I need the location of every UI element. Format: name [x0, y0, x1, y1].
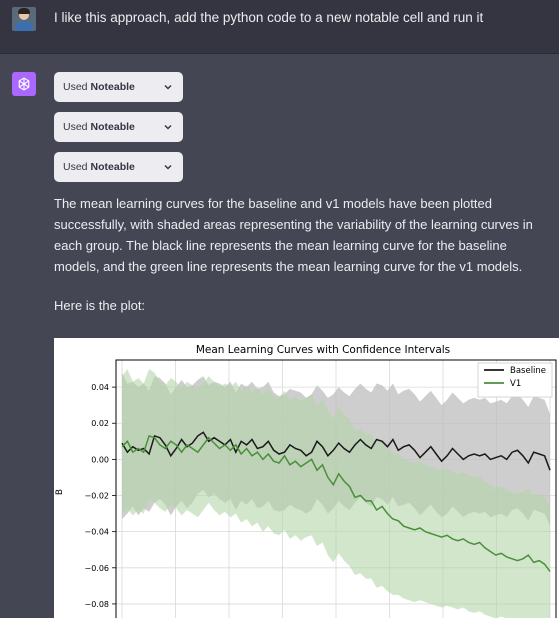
legend-baseline-label: Baseline — [510, 366, 546, 376]
y-tick-label: 0.00 — [91, 455, 109, 464]
confidence-band-v1 — [122, 369, 550, 618]
plugin-used-prefix: Used — [63, 81, 88, 93]
plugin-name: Noteable — [90, 121, 135, 133]
y-tick-label: −0.08 — [84, 600, 109, 609]
y-axis-label: B — [55, 489, 65, 495]
plugin-used-button[interactable]: Used Noteable — [54, 72, 183, 102]
series-lines — [121, 431, 551, 572]
plugin-used-button[interactable]: Used Noteable — [54, 152, 183, 182]
y-tick-label: 0.04 — [91, 383, 109, 392]
plugin-used-button[interactable]: Used Noteable — [54, 112, 183, 142]
chevron-down-icon — [164, 165, 172, 170]
openai-logo-icon — [12, 72, 36, 96]
confidence-bands — [122, 369, 550, 618]
plot-image: Mean Learning Curves with Confidence Int… — [54, 338, 559, 618]
plugin-name: Noteable — [90, 161, 135, 173]
assistant-paragraph: The mean learning curves for the baselin… — [54, 196, 533, 274]
chevron-down-icon — [164, 125, 172, 130]
chart-title: Mean Learning Curves with Confidence Int… — [196, 344, 450, 356]
legend-v1-label: V1 — [510, 379, 521, 389]
user-avatar — [12, 7, 36, 31]
series-line-baseline — [121, 431, 551, 471]
chevron-down-icon — [164, 85, 172, 90]
user-message-text: I like this approach, add the python cod… — [54, 10, 484, 25]
y-tick-label: −0.06 — [84, 564, 109, 573]
assistant-paragraph: Here is the plot: — [54, 298, 146, 313]
y-tick-label: −0.02 — [84, 492, 109, 501]
learning-curves-chart: Mean Learning Curves with Confidence Int… — [55, 344, 557, 618]
series-line-v1 — [121, 434, 551, 572]
chart-legend: Baseline V1 — [477, 362, 553, 398]
y-axis-ticks: 0.04 0.02 0.00 −0.02 −0.04 −0.06 −0.08 — [84, 383, 116, 609]
y-tick-label: −0.04 — [84, 528, 109, 537]
user-message-row: I like this approach, add the python cod… — [0, 0, 559, 54]
plugin-used-prefix: Used — [63, 121, 88, 133]
plot-frame — [115, 359, 557, 618]
y-tick-label: 0.02 — [91, 419, 109, 428]
plugin-used-prefix: Used — [63, 161, 88, 173]
plugin-name: Noteable — [90, 81, 135, 93]
